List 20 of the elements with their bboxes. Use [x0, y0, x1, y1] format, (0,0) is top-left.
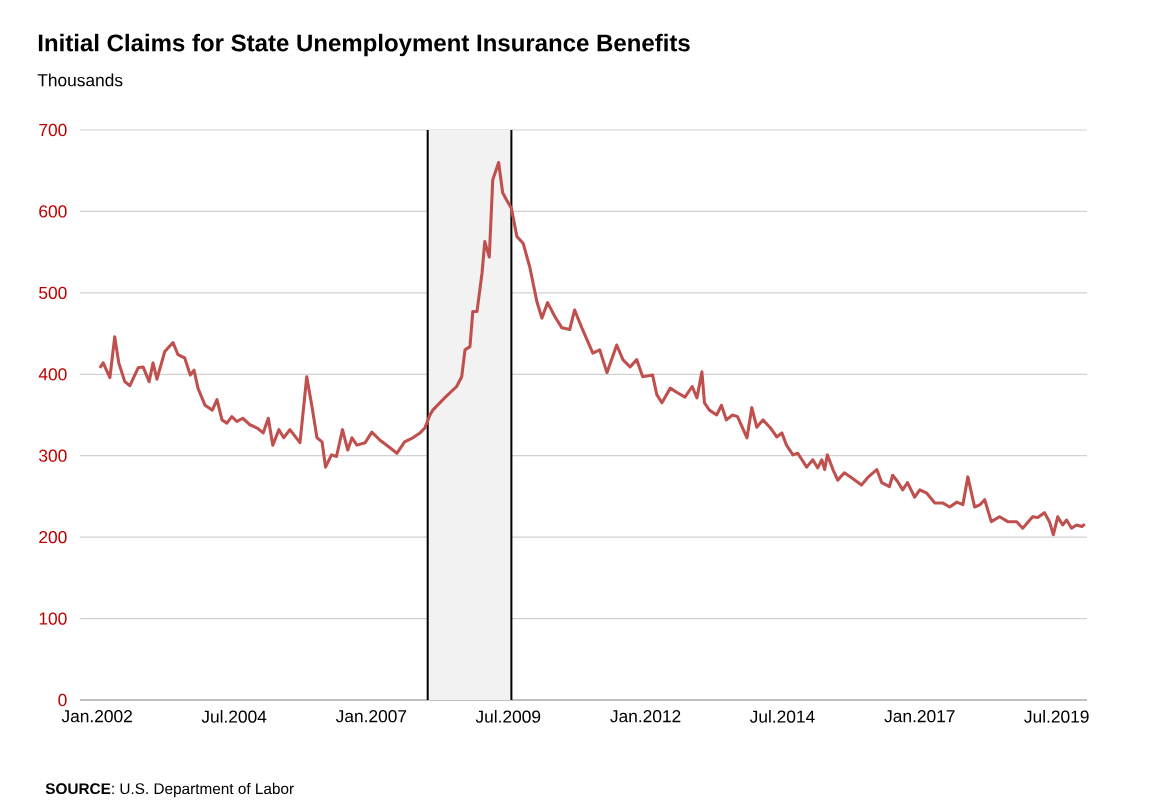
y-tick-label: 100 — [39, 612, 67, 625]
y-tick-label: 500 — [39, 286, 67, 299]
y-tick-label: 600 — [39, 205, 67, 218]
x-tick-label: Jan.2007 — [335, 710, 407, 723]
y-tick-label: 400 — [38, 368, 67, 381]
x-tick-label: Jul.2014 — [749, 710, 815, 723]
y-tick-label: 700 — [39, 123, 67, 137]
line-series — [98, 161, 1087, 537]
text: SOURCE: U.S. Department of Labor — [45, 782, 294, 798]
y-tick-label: 300 — [39, 449, 67, 462]
y-tick-label: 0 — [58, 693, 67, 707]
x-tick-label: Jul.2009 — [475, 710, 541, 723]
x-tick-label: Jan.2017 — [884, 710, 955, 723]
x-tick-label: Jul.2004 — [201, 710, 267, 723]
chart-subtitle: Thousands — [37, 73, 123, 87]
y-tick-label: 200 — [39, 531, 67, 544]
x-tick-label: Jan.2002 — [61, 710, 132, 723]
chart-title: Initial Claims for State Unemployment Insurance Benefits — [38, 33, 690, 57]
x-tick-label: Jan.2012 — [610, 710, 681, 723]
x-tick-label: Jul.2019 — [1024, 710, 1089, 723]
